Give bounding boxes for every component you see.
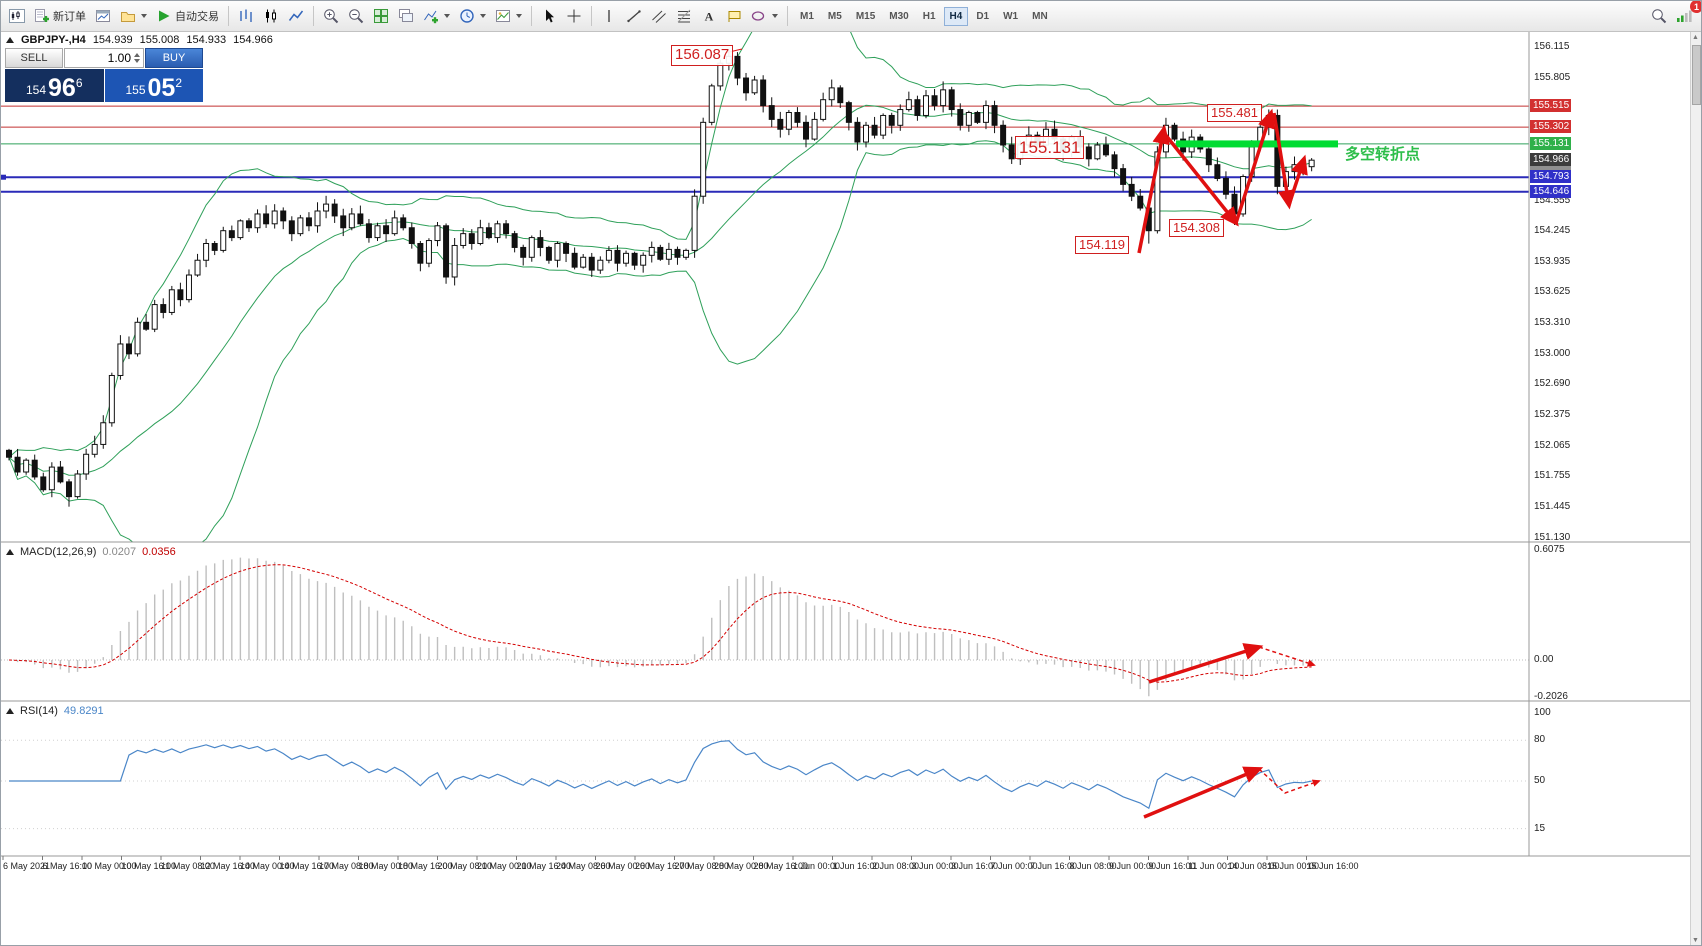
collapse-icon[interactable]	[6, 549, 14, 555]
label-tool-icon[interactable]	[722, 4, 746, 28]
timeframe-W1[interactable]: W1	[1003, 10, 1019, 22]
text-tool-icon[interactable]: A	[697, 4, 721, 28]
trendline-tool-icon[interactable]	[622, 4, 646, 28]
fibonacci-tool-icon[interactable]	[672, 4, 696, 28]
ohlc-high: 155.008	[139, 34, 180, 46]
symbol-name: GBPJPY-,H4	[21, 34, 86, 46]
scrollbar-thumb[interactable]	[1692, 45, 1701, 105]
macd-value-signal: 0.0356	[142, 546, 176, 558]
timeframe-MN[interactable]: MN	[1032, 10, 1048, 22]
scroll-up-icon[interactable]: ▲	[1692, 34, 1699, 41]
timeframe-H1[interactable]: H1	[922, 10, 936, 22]
toolbar-separator	[531, 6, 532, 26]
zoom-in-icon[interactable]	[319, 4, 343, 28]
new-order-button[interactable]: 新订单	[30, 4, 90, 28]
chart-window-icon[interactable]	[5, 4, 29, 28]
connection-status-icon[interactable]: 1	[1672, 1, 1701, 28]
cascade-windows-icon[interactable]	[394, 4, 418, 28]
shapes-dropdown[interactable]	[747, 4, 782, 28]
volume-input[interactable]: 1.00	[64, 48, 144, 68]
timeframe-D1[interactable]: D1	[976, 10, 990, 22]
timeframe-M15[interactable]: M15	[855, 10, 876, 22]
candlestick-mode-icon[interactable]	[259, 4, 283, 28]
chevron-down-icon	[772, 14, 778, 18]
one-click-trading-panel: SELL 1.00 BUY 154 96 6 155 05 2	[5, 48, 203, 102]
toolbar-separator	[228, 6, 229, 26]
ohlc-low: 154.933	[186, 34, 227, 46]
ohlc-open: 154.939	[92, 34, 133, 46]
buy-price-button[interactable]: 155 05 2	[104, 69, 203, 102]
sell-button[interactable]: SELL	[5, 48, 63, 68]
buy-price-sup: 2	[175, 76, 183, 90]
rsi-value: 49.8291	[63, 705, 104, 717]
new-order-label: 新订单	[53, 11, 86, 23]
volume-value[interactable]: 1.00	[107, 51, 131, 65]
buy-price-prefix: 155	[125, 83, 146, 97]
stepper-up-icon[interactable]	[134, 53, 140, 57]
toolbar: 新订单 自动交易 A M1 M5 M15 M30 H1 H4 D1 W1 MN 1	[1, 1, 1701, 32]
line-chart-mode-icon[interactable]	[284, 4, 308, 28]
autotrading-button[interactable]: 自动交易	[152, 4, 223, 28]
vertical-line-tool-icon[interactable]	[597, 4, 621, 28]
timeframe-M1[interactable]: M1	[800, 10, 814, 22]
volume-stepper[interactable]	[134, 53, 140, 63]
chevron-down-icon	[480, 14, 486, 18]
templates-dropdown[interactable]	[491, 4, 526, 28]
buy-price-big: 05	[147, 74, 176, 102]
chevron-down-icon	[444, 14, 450, 18]
crosshair-icon[interactable]	[562, 4, 586, 28]
indicators-dropdown[interactable]	[419, 4, 454, 28]
timeframe-H4[interactable]: H4	[943, 6, 969, 26]
macd-name: MACD(12,26,9)	[20, 546, 97, 558]
chevron-down-icon	[516, 14, 522, 18]
chevron-down-icon	[141, 14, 147, 18]
sell-price-prefix: 154	[25, 83, 47, 97]
channel-tool-icon[interactable]	[647, 4, 671, 28]
sell-price-button[interactable]: 154 96 6	[5, 69, 104, 102]
timeframe-M30[interactable]: M30	[889, 10, 909, 22]
price-axis[interactable]	[1530, 31, 1692, 856]
toolbar-separator	[313, 6, 314, 26]
svg-text:A: A	[705, 10, 714, 24]
charts-icon[interactable]	[91, 4, 115, 28]
autotrading-label: 自动交易	[175, 11, 219, 23]
rsi-name: RSI(14)	[20, 705, 58, 717]
toolbar-separator	[787, 6, 788, 26]
stepper-down-icon[interactable]	[134, 59, 140, 63]
sell-price-big: 96	[48, 74, 76, 102]
toolbar-separator	[591, 6, 592, 26]
collapse-icon[interactable]	[6, 37, 14, 43]
scroll-down-icon[interactable]: ▼	[1692, 937, 1699, 944]
vertical-scrollbar[interactable]: ▲ ▼	[1690, 31, 1701, 945]
cursor-icon[interactable]	[537, 4, 561, 28]
rsi-label: RSI(14) 49.8291	[6, 705, 104, 717]
collapse-icon[interactable]	[6, 708, 14, 714]
bar-chart-mode-icon[interactable]	[234, 4, 258, 28]
macd-label: MACD(12,26,9) 0.0207 0.0356	[6, 546, 176, 558]
ohlc-close: 154.966	[233, 34, 273, 46]
timeframe-group: M1 M5 M15 M30 H1 H4 D1 W1 MN	[793, 6, 1055, 26]
time-axis[interactable]	[1, 857, 1693, 879]
tile-windows-icon[interactable]	[369, 4, 393, 28]
search-icon[interactable]	[1647, 4, 1671, 28]
zoom-out-icon[interactable]	[344, 4, 368, 28]
profiles-icon[interactable]	[116, 4, 151, 28]
macd-value-main: 0.0207	[102, 546, 137, 558]
chart-canvas[interactable]	[1, 1, 1693, 879]
periods-dropdown[interactable]	[455, 4, 490, 28]
symbol-info: GBPJPY-,H4 154.939 155.008 154.933 154.9…	[6, 34, 273, 46]
sell-price-sup: 6	[75, 76, 83, 90]
timeframe-M5[interactable]: M5	[827, 10, 842, 22]
notification-badge[interactable]: 1	[1690, 1, 1701, 13]
buy-button[interactable]: BUY	[145, 48, 203, 68]
